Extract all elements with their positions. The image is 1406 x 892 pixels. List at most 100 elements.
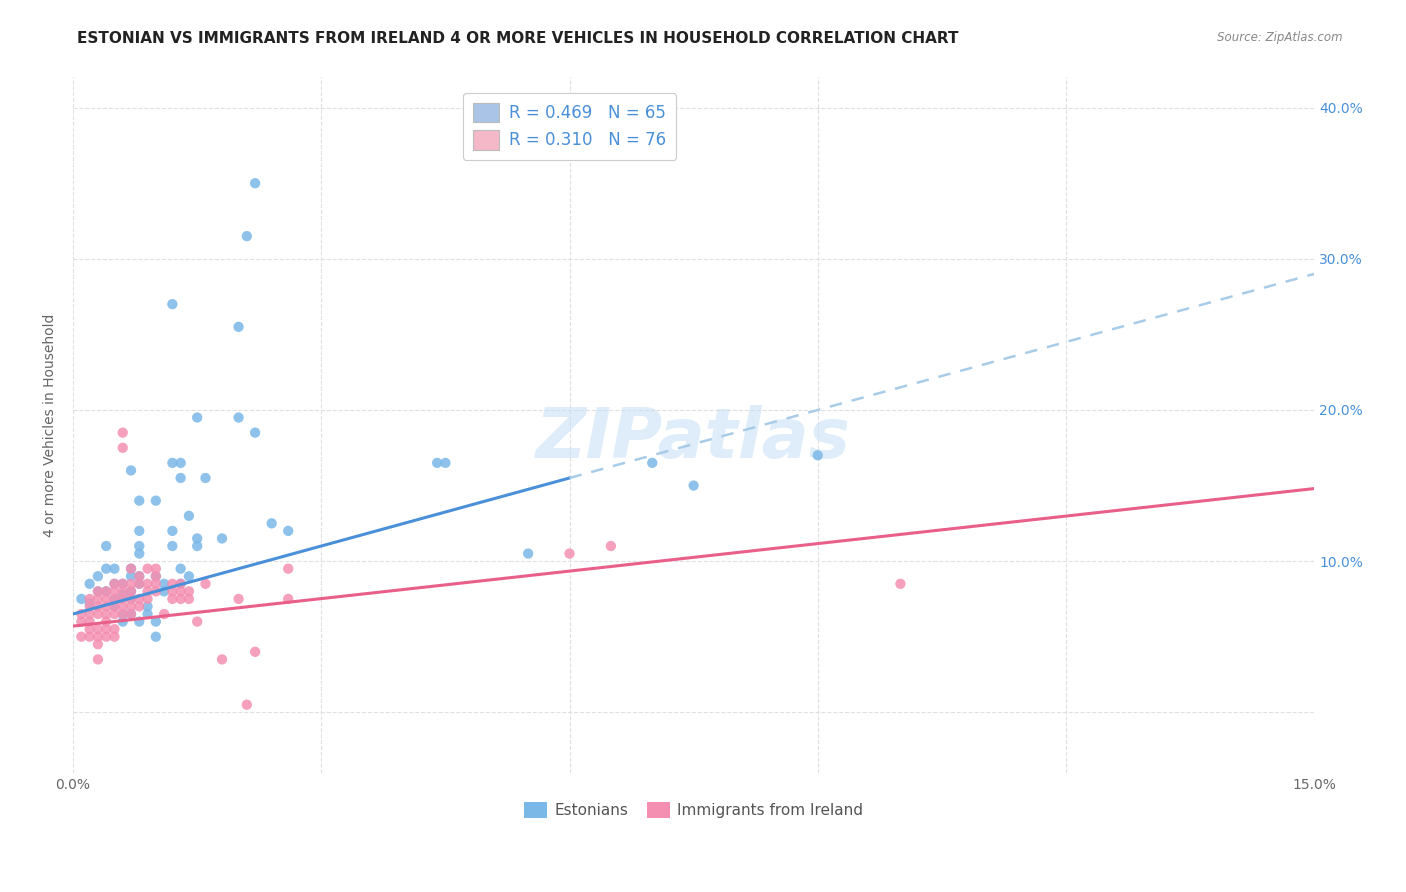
Point xyxy=(162,456,184,470)
Point xyxy=(128,524,150,538)
Point xyxy=(111,441,134,455)
Point xyxy=(145,615,167,629)
Point xyxy=(136,584,159,599)
Point xyxy=(79,599,101,614)
Point xyxy=(79,576,101,591)
Point xyxy=(194,471,217,485)
Point xyxy=(169,584,191,599)
Point xyxy=(87,584,110,599)
Point xyxy=(128,569,150,583)
Point xyxy=(103,599,125,614)
Point xyxy=(79,591,101,606)
Point xyxy=(211,532,233,546)
Point xyxy=(103,599,125,614)
Point xyxy=(162,591,184,606)
Point xyxy=(128,576,150,591)
Point xyxy=(186,410,208,425)
Point xyxy=(186,615,208,629)
Point xyxy=(136,591,159,606)
Point xyxy=(70,607,93,621)
Point xyxy=(96,622,118,636)
Point xyxy=(228,410,250,425)
Point xyxy=(103,562,125,576)
Point xyxy=(153,607,176,621)
Point xyxy=(558,547,581,561)
Point xyxy=(111,599,134,614)
Point xyxy=(96,630,118,644)
Point xyxy=(128,547,150,561)
Point xyxy=(87,607,110,621)
Point xyxy=(103,591,125,606)
Point xyxy=(434,456,457,470)
Point xyxy=(169,591,191,606)
Point xyxy=(169,456,191,470)
Point xyxy=(87,599,110,614)
Point xyxy=(120,584,142,599)
Text: ZIPatlas: ZIPatlas xyxy=(536,406,851,473)
Point xyxy=(87,652,110,666)
Point xyxy=(120,591,142,606)
Point xyxy=(236,698,259,712)
Point xyxy=(79,607,101,621)
Point xyxy=(277,591,299,606)
Point xyxy=(177,569,200,583)
Point xyxy=(136,607,159,621)
Point xyxy=(87,584,110,599)
Point xyxy=(186,539,208,553)
Point xyxy=(145,569,167,583)
Text: Source: ZipAtlas.com: Source: ZipAtlas.com xyxy=(1218,31,1343,45)
Point xyxy=(111,587,134,601)
Point xyxy=(641,456,664,470)
Point xyxy=(128,615,150,629)
Point xyxy=(79,597,101,611)
Point xyxy=(111,615,134,629)
Point xyxy=(120,569,142,583)
Point xyxy=(162,584,184,599)
Point xyxy=(120,591,142,606)
Point xyxy=(103,622,125,636)
Point xyxy=(128,591,150,606)
Point xyxy=(426,456,449,470)
Point xyxy=(128,599,150,614)
Point xyxy=(103,576,125,591)
Point xyxy=(103,630,125,644)
Point xyxy=(243,425,266,440)
Point xyxy=(111,576,134,591)
Point xyxy=(162,297,184,311)
Point xyxy=(128,569,150,583)
Point xyxy=(682,478,704,492)
Point xyxy=(128,539,150,553)
Point xyxy=(120,607,142,621)
Point xyxy=(120,562,142,576)
Point xyxy=(103,576,125,591)
Point xyxy=(145,569,167,583)
Point xyxy=(96,591,118,606)
Point xyxy=(889,576,911,591)
Point xyxy=(243,645,266,659)
Point xyxy=(153,576,176,591)
Point xyxy=(120,584,142,599)
Point xyxy=(120,599,142,614)
Text: ESTONIAN VS IMMIGRANTS FROM IRELAND 4 OR MORE VEHICLES IN HOUSEHOLD CORRELATION : ESTONIAN VS IMMIGRANTS FROM IRELAND 4 OR… xyxy=(77,31,959,46)
Point xyxy=(169,576,191,591)
Point xyxy=(807,448,830,462)
Point xyxy=(111,591,134,606)
Point xyxy=(96,539,118,553)
Point xyxy=(111,576,134,591)
Point xyxy=(177,591,200,606)
Point xyxy=(136,599,159,614)
Point xyxy=(79,615,101,629)
Point xyxy=(145,630,167,644)
Point xyxy=(169,562,191,576)
Point xyxy=(145,562,167,576)
Point xyxy=(111,584,134,599)
Point xyxy=(145,493,167,508)
Point xyxy=(96,615,118,629)
Point xyxy=(120,576,142,591)
Point xyxy=(87,630,110,644)
Point xyxy=(236,229,259,244)
Legend: Estonians, Immigrants from Ireland: Estonians, Immigrants from Ireland xyxy=(517,796,869,824)
Point xyxy=(128,493,150,508)
Point xyxy=(111,607,134,621)
Point xyxy=(96,584,118,599)
